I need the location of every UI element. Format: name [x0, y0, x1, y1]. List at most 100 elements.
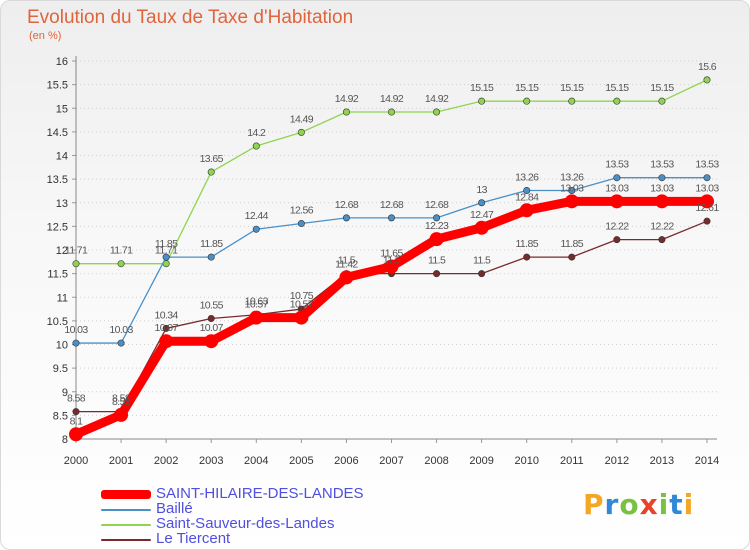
data-point	[342, 214, 350, 222]
data-point	[433, 108, 441, 116]
data-label: 8.58	[67, 393, 86, 405]
data-point	[433, 270, 441, 278]
x-tick-label: 2010	[514, 455, 538, 467]
data-label: 11.71	[65, 245, 88, 257]
legend-swatch	[101, 490, 151, 499]
data-label: 8.1	[70, 415, 84, 427]
data-label: 14.92	[335, 93, 359, 105]
data-point	[249, 310, 264, 325]
x-tick-label: 2013	[650, 455, 674, 467]
data-point	[613, 97, 621, 105]
logo-letter: o	[619, 488, 640, 521]
data-label: 10.34	[155, 309, 179, 321]
y-tick-label: 16	[56, 56, 68, 68]
data-label: 11.5	[383, 255, 401, 267]
data-point	[703, 76, 711, 84]
data-point	[429, 232, 444, 247]
data-point	[69, 427, 83, 442]
data-point	[117, 339, 125, 347]
y-tick-label: 15.5	[47, 80, 68, 92]
data-point	[478, 270, 486, 278]
data-point	[564, 194, 579, 209]
data-label: 15.15	[515, 82, 539, 94]
data-label: 15.15	[650, 82, 674, 94]
x-tick-label: 2008	[424, 455, 448, 467]
data-point	[474, 220, 489, 235]
y-tick-label: 8	[62, 434, 68, 446]
x-tick-label: 2011	[560, 455, 584, 467]
data-point	[478, 97, 486, 105]
data-label: 13.53	[650, 159, 674, 171]
data-point	[523, 186, 531, 194]
data-label: 10.57	[245, 299, 269, 311]
data-label: 11.5	[428, 255, 446, 267]
data-label: 10.07	[155, 322, 179, 334]
y-tick-label: 12.5	[47, 221, 68, 233]
y-tick-label: 9	[62, 387, 68, 399]
data-label: 10.63	[245, 296, 269, 308]
x-tick-label: 2005	[289, 455, 313, 467]
legend-item: Saint-Sauveur-des-Landes	[101, 515, 401, 532]
legend: SAINT-HILAIRE-DES-LANDES Baillé Saint-Sa…	[101, 485, 401, 547]
data-point	[609, 194, 624, 209]
data-label: 13.03	[605, 182, 629, 194]
data-label: 12.22	[650, 221, 674, 233]
data-label: 10.75	[290, 290, 314, 302]
x-tick-label: 2002	[154, 455, 178, 467]
legend-label: Le Tiercent	[156, 530, 231, 547]
legend-swatch	[101, 524, 151, 526]
data-point	[114, 407, 129, 422]
legend-label: Baillé	[156, 500, 193, 517]
data-label: 11.5	[473, 255, 491, 267]
data-label: 15.6	[698, 61, 717, 73]
legend-swatch	[101, 539, 151, 541]
data-label: 11.85	[561, 238, 584, 250]
y-tick-label: 11.5	[47, 269, 68, 281]
data-point	[703, 174, 711, 182]
data-label: 11.85	[155, 238, 178, 250]
logo-letter: P	[583, 488, 605, 521]
y-tick-label: 10	[56, 340, 68, 352]
logo-letter: x	[639, 488, 659, 521]
data-point	[433, 214, 441, 222]
data-point	[252, 142, 260, 150]
data-point	[159, 334, 174, 349]
unit-label: (en %)	[29, 30, 62, 42]
data-point	[568, 186, 576, 194]
data-label: 11.65	[380, 248, 403, 260]
data-label: 14.49	[290, 113, 314, 125]
data-label: 10.55	[200, 300, 224, 312]
data-point	[117, 260, 125, 268]
legend-label: SAINT-HILAIRE-DES-LANDES	[156, 485, 364, 502]
y-tick-label: 11	[57, 292, 68, 304]
data-label: 12.23	[425, 220, 449, 232]
data-point	[613, 174, 621, 182]
chart-title: Evolution du Taux de Taxe d'Habitation	[27, 7, 354, 28]
data-point	[703, 217, 711, 225]
y-tick-label: 13.5	[47, 174, 68, 186]
legend-item: Le Tiercent	[101, 530, 401, 547]
data-label: 15.15	[470, 82, 494, 94]
data-point	[162, 253, 170, 261]
data-label: 15.15	[560, 82, 584, 94]
legend-label: Saint-Sauveur-des-Landes	[156, 515, 335, 532]
data-point	[207, 253, 215, 261]
legend-item: Baillé	[101, 500, 401, 517]
data-label: 10.57	[290, 299, 314, 311]
x-tick-label: 2012	[605, 455, 629, 467]
data-label: 11.85	[515, 238, 538, 250]
data-label: 10.07	[200, 322, 224, 334]
data-label: 12.47	[470, 209, 494, 221]
data-label: 14.92	[425, 93, 449, 105]
data-label: 15.15	[605, 82, 629, 94]
x-tick-label: 2014	[695, 455, 719, 467]
data-point	[72, 408, 80, 416]
data-point	[658, 97, 666, 105]
series-line	[75, 79, 708, 265]
data-point	[162, 324, 170, 332]
x-tick-label: 2007	[379, 455, 403, 467]
data-label: 13.26	[515, 171, 539, 183]
logo-letter: i	[658, 488, 670, 521]
data-point	[658, 236, 666, 244]
